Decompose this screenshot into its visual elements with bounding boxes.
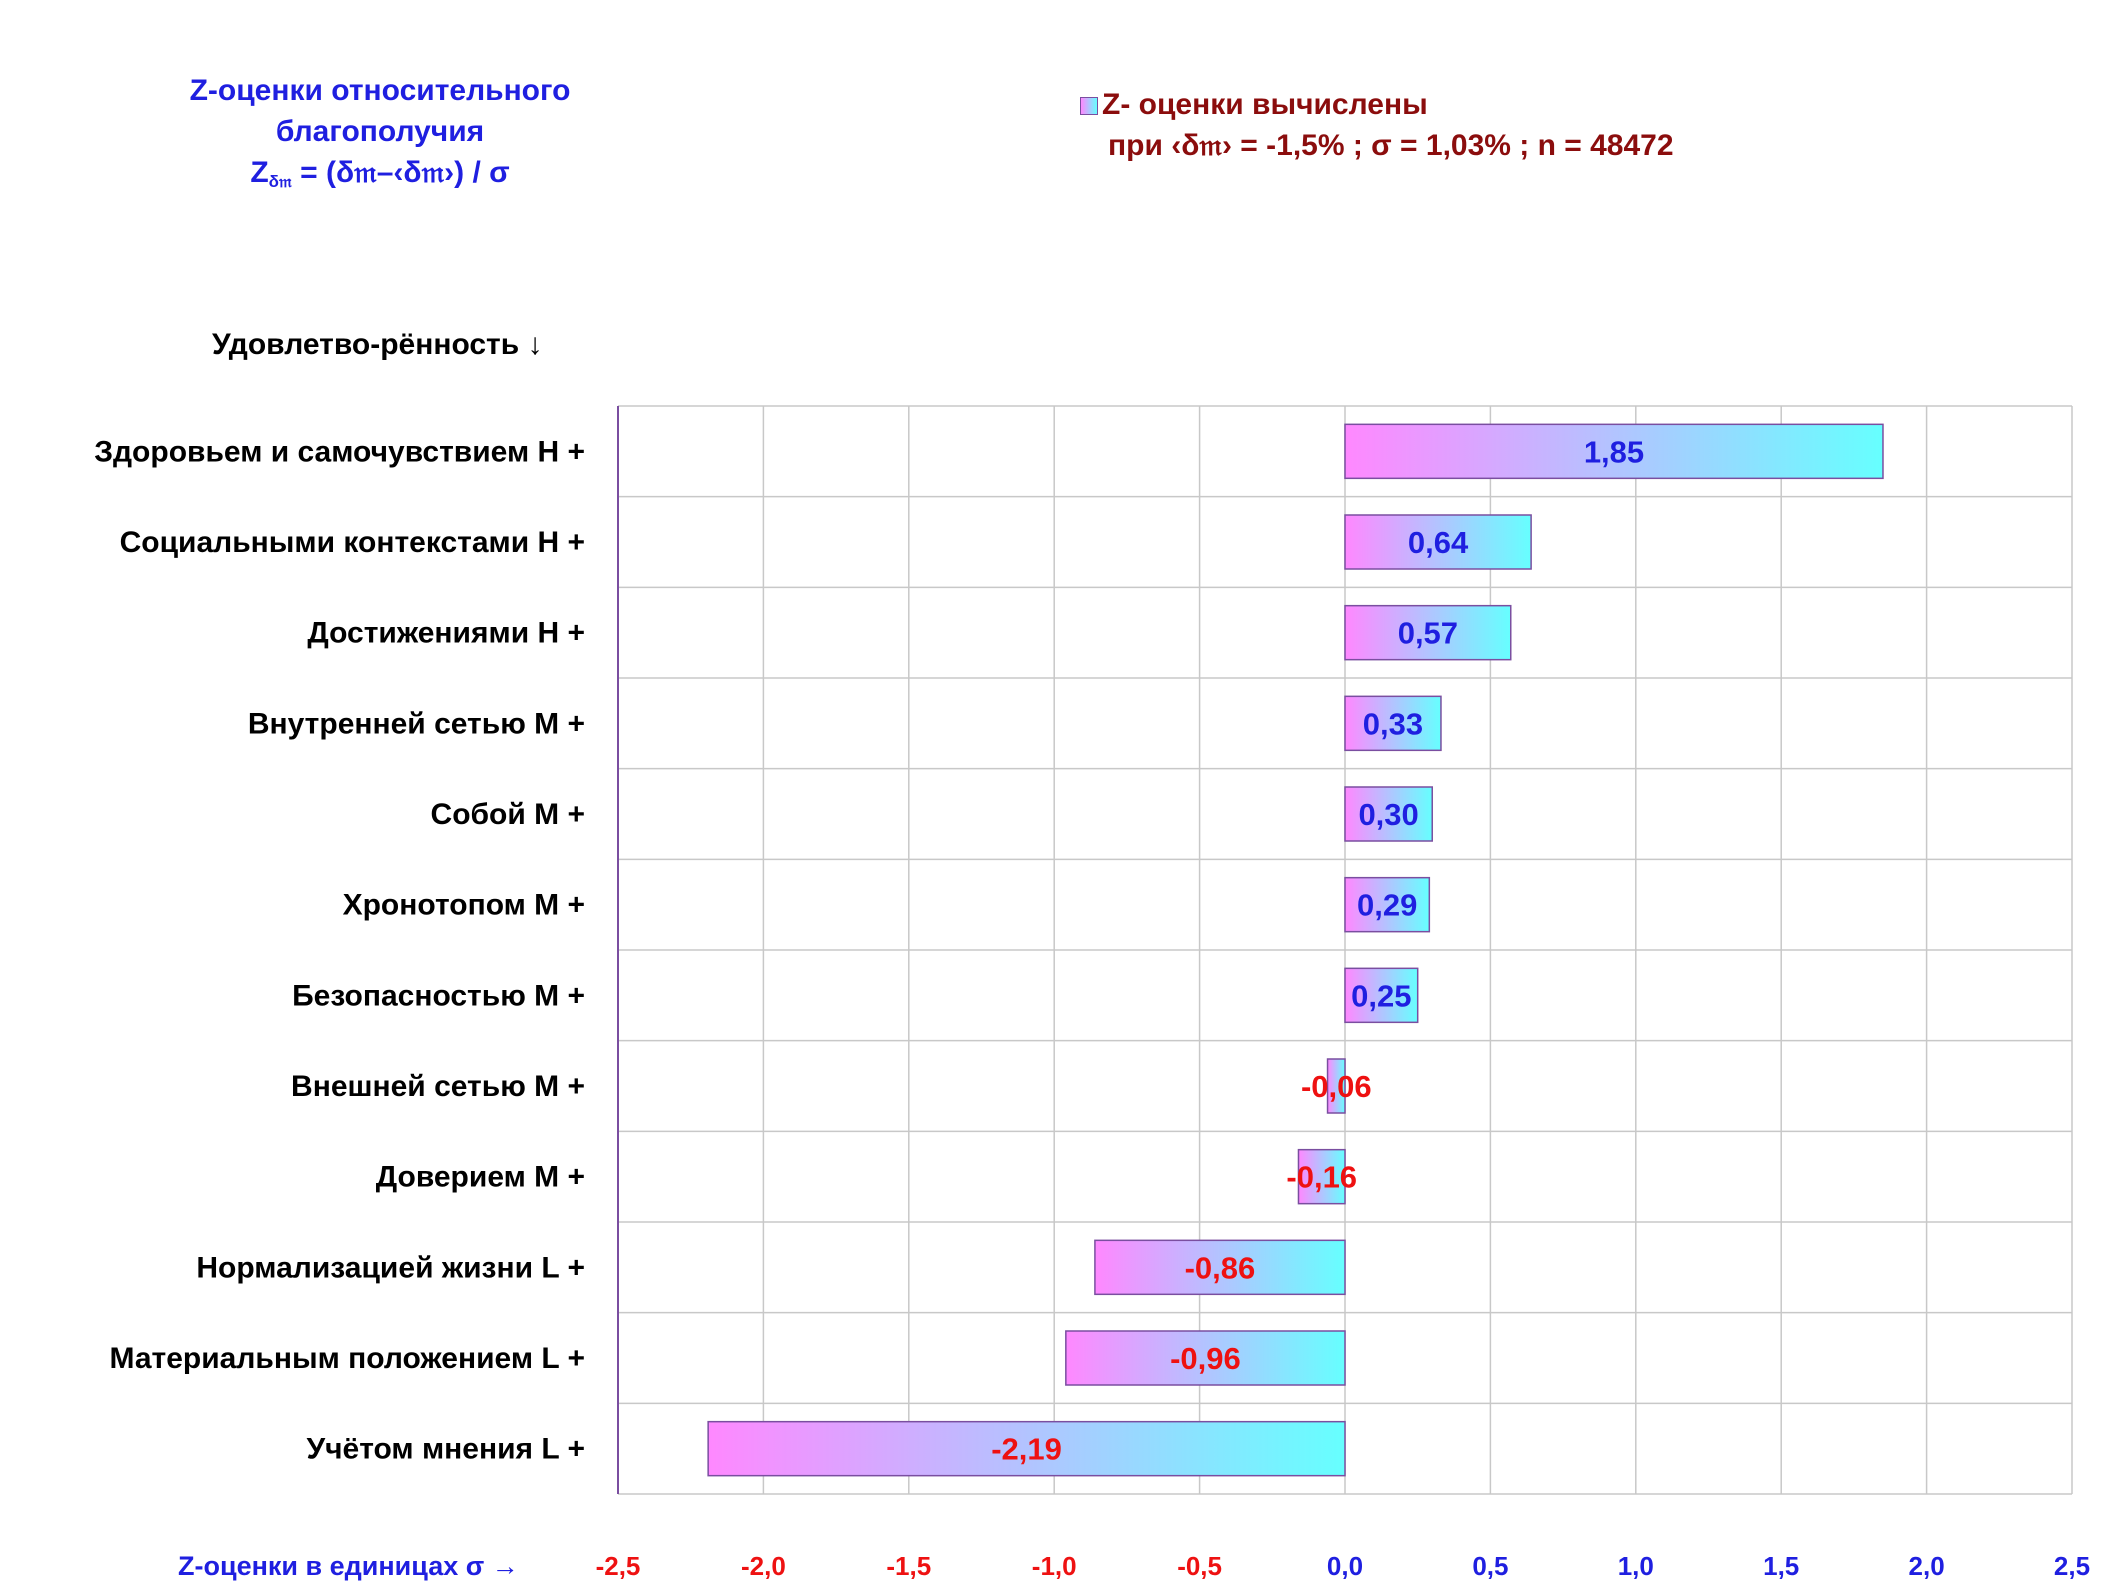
- category-label: Нормализацией жизни L +: [196, 1251, 585, 1284]
- formula-subscript: δ𝔪: [268, 172, 292, 191]
- legend-series-label: Z- оценки вычислены: [1102, 88, 1428, 121]
- bars: [707, 423, 1884, 1477]
- category-label: Социальными контекстами H +: [120, 526, 585, 559]
- bar: [1344, 604, 1512, 661]
- x-tick-labels: -2,5 -2,0 -1,5 -1,0 -0,5 0,0 0,5 1,0 1,5 2,0 2,5: [596, 1551, 2090, 1581]
- bar: [1344, 695, 1442, 752]
- bar: [707, 1420, 1346, 1477]
- data-label: 0,57: [1398, 616, 1458, 651]
- bar: [1344, 876, 1431, 933]
- category-label: Собой M +: [431, 798, 585, 831]
- bar: [1344, 423, 1884, 480]
- x-tick-label: 1,0: [1618, 1551, 1654, 1581]
- bar: [1344, 967, 1419, 1024]
- category-label: Хронотопом M +: [343, 889, 585, 922]
- bar: [1094, 1239, 1346, 1296]
- x-tick-label: 1,5: [1763, 1551, 1799, 1581]
- data-label: 0,25: [1351, 978, 1411, 1013]
- bar: [1297, 1148, 1346, 1205]
- data-label: -2,19: [991, 1432, 1062, 1467]
- chart-title: Z-оценки относительного благополучия Zδ𝔪…: [150, 70, 610, 202]
- category-label: Безопасностью M +: [292, 979, 585, 1012]
- legend-swatch-icon: [1080, 97, 1098, 115]
- category-label: Здоровьем и самочувствием H +: [94, 435, 585, 468]
- x-tick-label: 2,5: [2054, 1551, 2090, 1581]
- data-labels: 1,85 0,64 0,57 0,33 0,30 0,29 0,25 -0,06 -0,16 -0…: [991, 434, 1644, 1466]
- data-label: -0,06: [1301, 1069, 1372, 1104]
- x-tick-label: 2,0: [1909, 1551, 1945, 1581]
- category-label: Внутренней сетью M +: [248, 707, 585, 740]
- data-label: 0,33: [1363, 706, 1423, 741]
- category-label: Учётом мнения L +: [306, 1433, 585, 1466]
- data-label: -0,16: [1286, 1160, 1357, 1195]
- formula-rest: = (δ𝔪–‹δ𝔪›) / σ: [291, 156, 510, 189]
- bar: [1344, 514, 1532, 570]
- formula-z: Z: [250, 156, 269, 189]
- data-label: 0,64: [1408, 525, 1469, 560]
- data-label: 1,85: [1584, 434, 1644, 469]
- x-tick-label: 0,0: [1327, 1551, 1363, 1581]
- chart-title-formula: Zδ𝔪 = (δ𝔪–‹δ𝔪›) / σ: [150, 152, 610, 202]
- chart-title-line1: Z-оценки относительного: [189, 74, 571, 107]
- category-label: Достижениями H +: [307, 617, 585, 650]
- legend-line1: Z- оценки вычислены: [1080, 84, 1674, 125]
- bar: [1065, 1330, 1346, 1386]
- x-tick-label: -2,0: [741, 1551, 786, 1581]
- data-label: 0,29: [1357, 888, 1417, 923]
- category-label: Материальным положением L +: [109, 1342, 585, 1375]
- category-label: Доверием M +: [376, 1161, 585, 1194]
- data-label: 0,30: [1358, 797, 1418, 832]
- x-tick-label: 0,5: [1472, 1551, 1508, 1581]
- data-label: -0,96: [1170, 1341, 1241, 1376]
- data-label: -0,86: [1185, 1250, 1256, 1285]
- category-label: Внешней сетью M +: [291, 1070, 585, 1103]
- chart-title-line2: благополучия: [275, 115, 485, 148]
- legend: Z- оценки вычислены при ‹δ𝔪› = -1,5% ; σ…: [1080, 84, 1674, 166]
- x-tick-label: -1,5: [886, 1551, 931, 1581]
- bar: [1326, 1058, 1346, 1114]
- gridlines: [617, 405, 2073, 1495]
- value-axis-title: Z-оценки в единицах σ →: [178, 1551, 519, 1581]
- x-tick-label: -1,0: [1032, 1551, 1077, 1581]
- x-tick-label: -0,5: [1177, 1551, 1222, 1581]
- legend-line2: при ‹δ𝔪› = -1,5% ; σ = 1,03% ; n = 48472: [1108, 129, 1674, 162]
- x-tick-label: -2,5: [596, 1551, 641, 1581]
- category-axis-title: Удовлетво-рённость ↓: [212, 328, 543, 361]
- bar: [1344, 786, 1433, 842]
- category-labels: Здоровьем и самочувствием H + Социальными…: [94, 435, 585, 1465]
